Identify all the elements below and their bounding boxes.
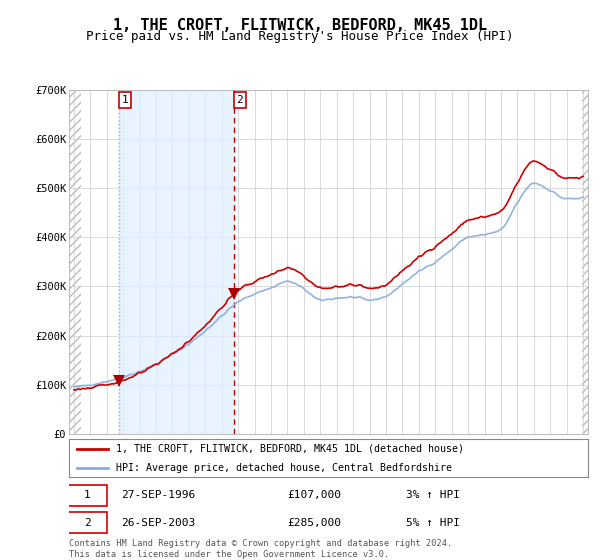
Text: 1: 1 bbox=[84, 491, 91, 500]
Text: 1: 1 bbox=[121, 95, 128, 105]
FancyBboxPatch shape bbox=[68, 512, 107, 533]
Text: 5% ↑ HPI: 5% ↑ HPI bbox=[406, 518, 460, 528]
Text: £107,000: £107,000 bbox=[287, 491, 341, 500]
Bar bbox=[119, 90, 234, 434]
FancyBboxPatch shape bbox=[68, 485, 107, 506]
Text: 1, THE CROFT, FLITWICK, BEDFORD, MK45 1DL: 1, THE CROFT, FLITWICK, BEDFORD, MK45 1D… bbox=[113, 18, 487, 33]
Text: 1, THE CROFT, FLITWICK, BEDFORD, MK45 1DL (detached house): 1, THE CROFT, FLITWICK, BEDFORD, MK45 1D… bbox=[116, 444, 464, 454]
Text: 27-SEP-1996: 27-SEP-1996 bbox=[121, 491, 195, 500]
Text: 2: 2 bbox=[84, 518, 91, 528]
Text: Price paid vs. HM Land Registry's House Price Index (HPI): Price paid vs. HM Land Registry's House … bbox=[86, 30, 514, 43]
Text: 3% ↑ HPI: 3% ↑ HPI bbox=[406, 491, 460, 500]
Text: HPI: Average price, detached house, Central Bedfordshire: HPI: Average price, detached house, Cent… bbox=[116, 463, 452, 473]
Text: Contains HM Land Registry data © Crown copyright and database right 2024.
This d: Contains HM Land Registry data © Crown c… bbox=[69, 539, 452, 559]
Text: £285,000: £285,000 bbox=[287, 518, 341, 528]
Bar bbox=[69, 90, 81, 434]
Text: 2: 2 bbox=[236, 95, 243, 105]
Bar bbox=[582, 90, 588, 434]
Text: 26-SEP-2003: 26-SEP-2003 bbox=[121, 518, 195, 528]
